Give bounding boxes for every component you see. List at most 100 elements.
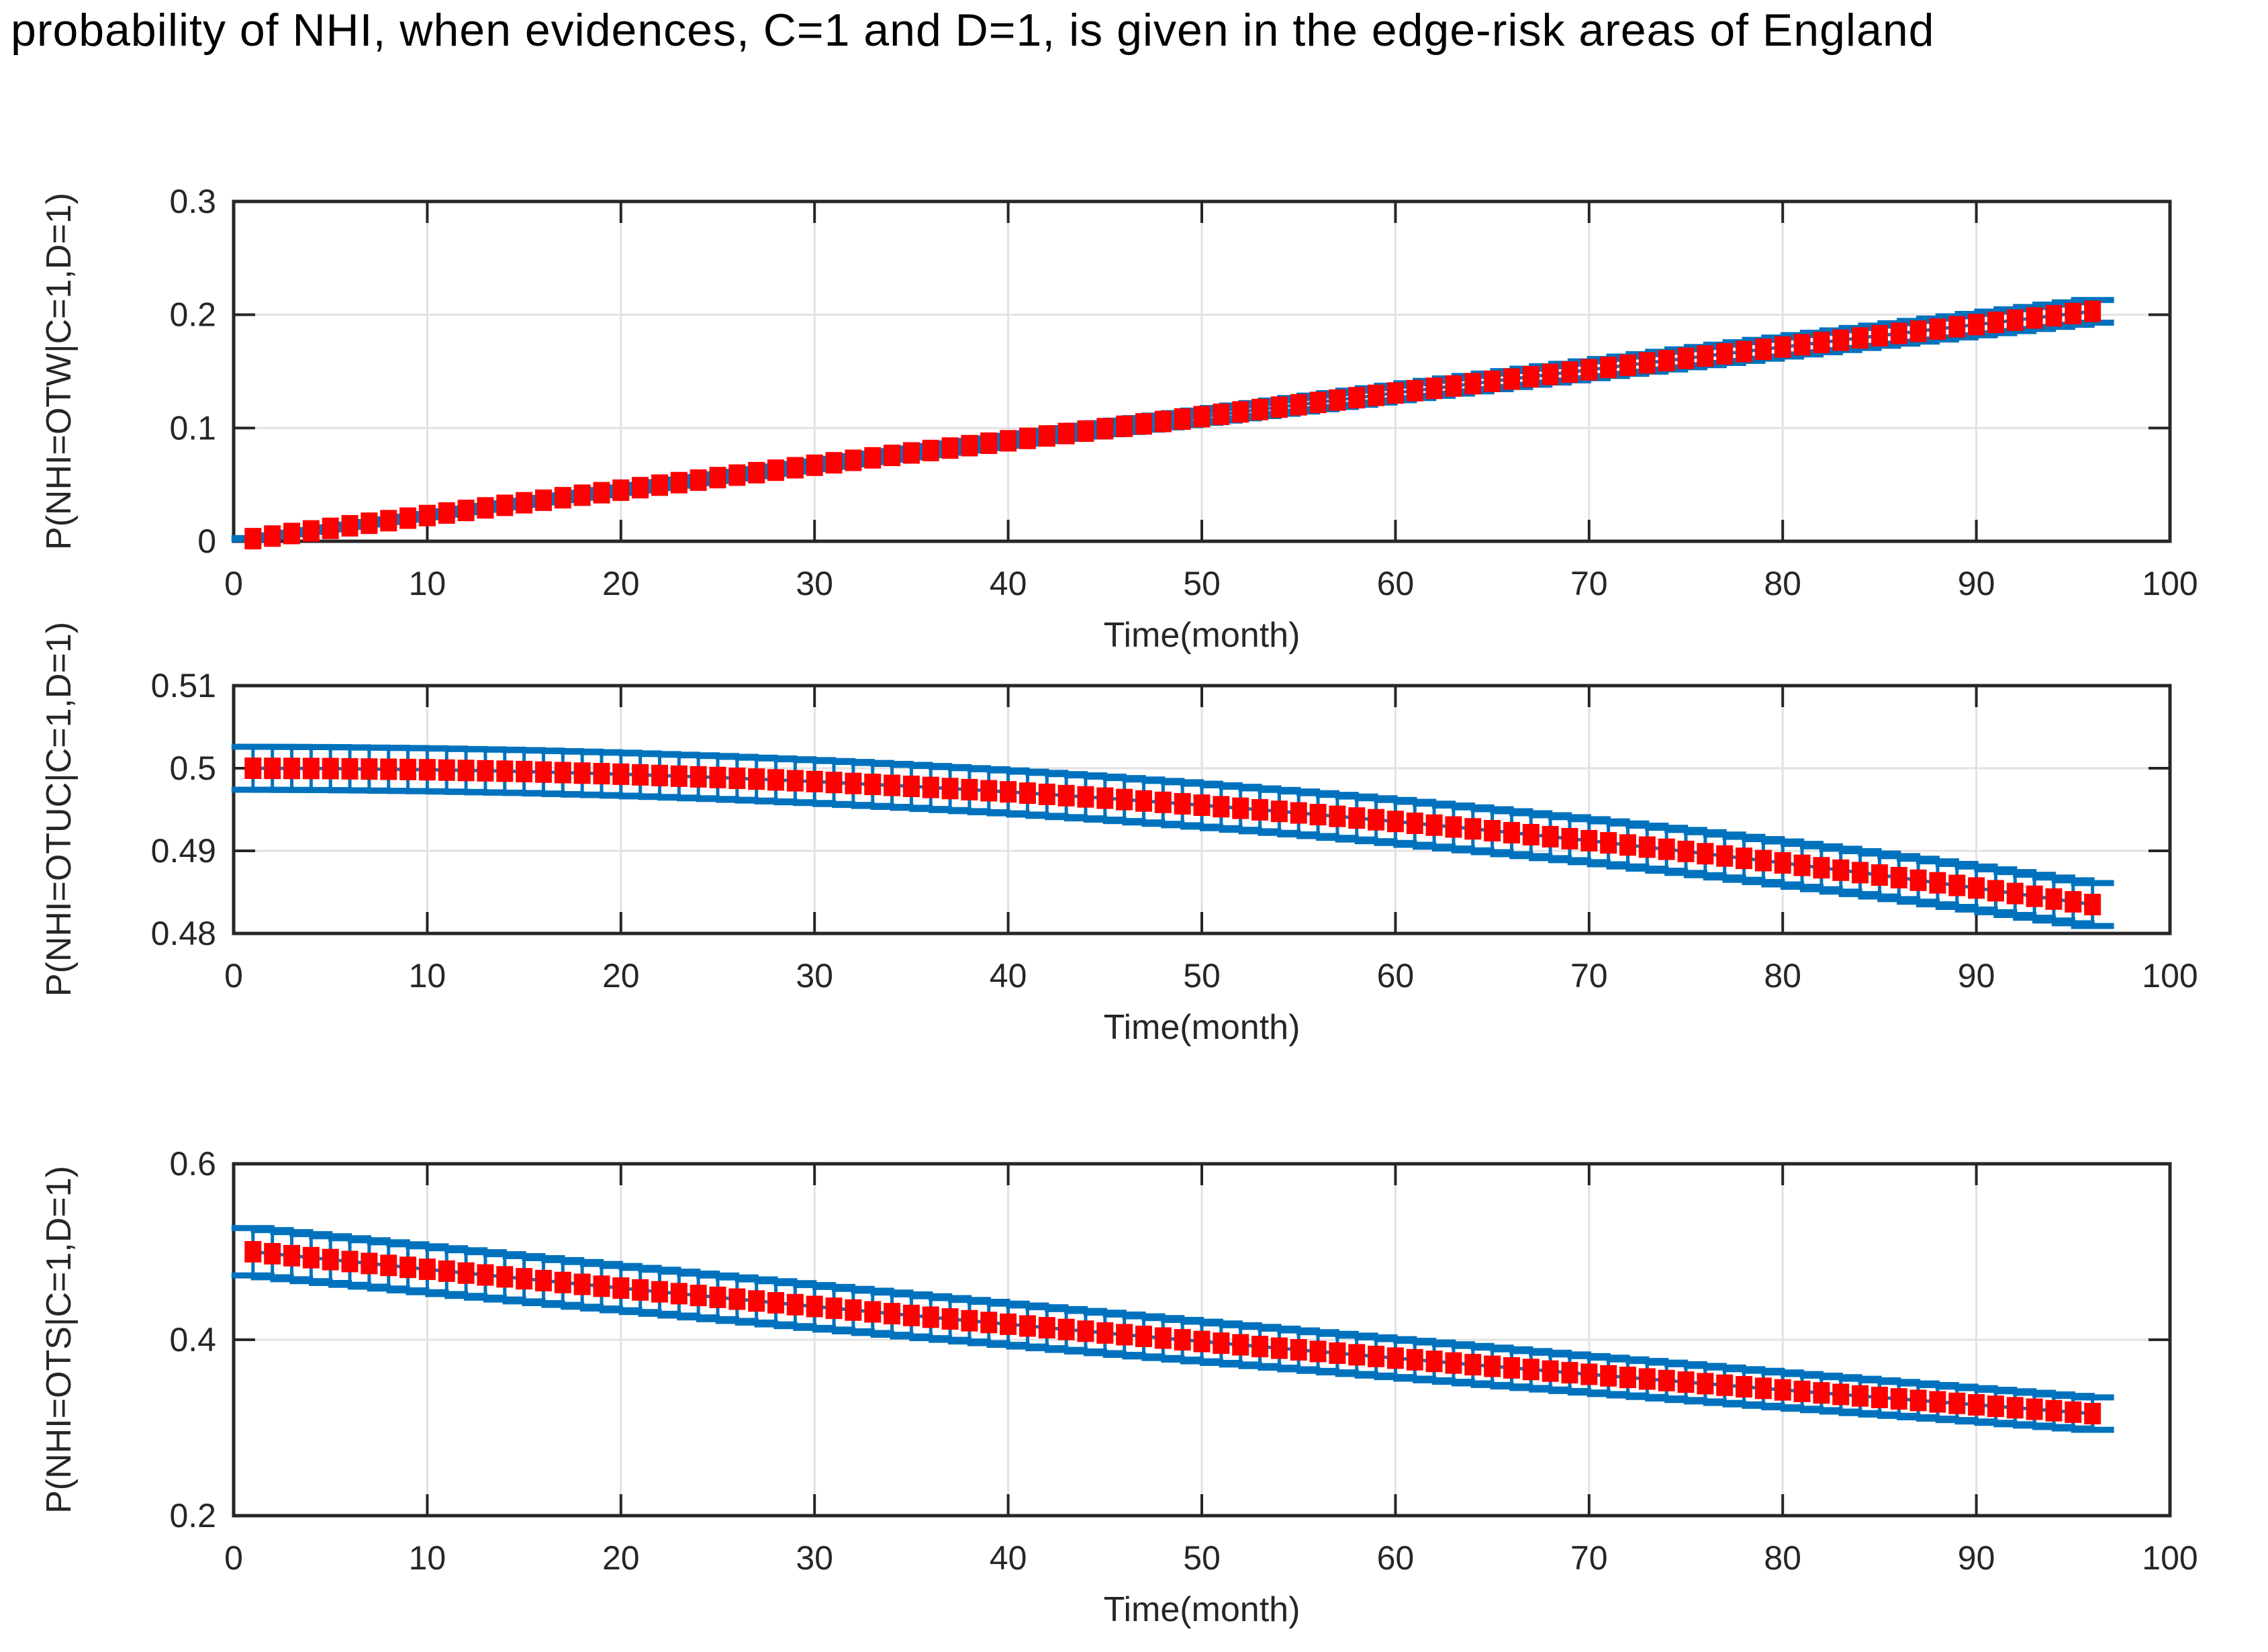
data-marker xyxy=(1000,1313,1017,1335)
data-marker xyxy=(1890,1388,1907,1410)
data-marker xyxy=(825,1297,843,1320)
data-marker xyxy=(1329,805,1346,827)
data-marker xyxy=(941,778,959,800)
tick-label-x: 20 xyxy=(602,1539,640,1577)
data-marker xyxy=(283,522,301,545)
data-marker xyxy=(651,474,668,496)
data-marker xyxy=(884,774,901,796)
data-marker xyxy=(1813,857,1830,879)
data-marker xyxy=(1038,425,1055,447)
data-marker xyxy=(651,1281,668,1303)
data-marker xyxy=(2065,890,2082,913)
data-marker xyxy=(516,492,533,514)
data-marker xyxy=(1484,1355,1501,1377)
data-marker xyxy=(1736,340,1753,363)
data-marker xyxy=(399,758,417,780)
tick-label-y: 0.3 xyxy=(169,183,216,220)
data-marker xyxy=(573,1273,591,1295)
data-marker xyxy=(1716,342,1734,365)
data-marker xyxy=(2084,300,2101,322)
tick-label-x: 40 xyxy=(990,1539,1027,1577)
data-marker xyxy=(1522,365,1540,387)
data-marker xyxy=(361,512,378,535)
data-marker xyxy=(1425,377,1443,400)
data-marker xyxy=(632,1279,649,1301)
tick-label-x: 30 xyxy=(796,1539,833,1577)
data-marker xyxy=(884,1303,901,1325)
data-marker xyxy=(1658,350,1675,372)
data-marker xyxy=(264,525,281,547)
tick-label-x: 90 xyxy=(1958,1539,1995,1577)
data-marker xyxy=(1445,375,1462,397)
data-marker xyxy=(1503,821,1520,843)
data-marker xyxy=(516,1268,533,1290)
data-marker xyxy=(1658,838,1675,860)
data-marker xyxy=(457,1262,475,1284)
data-marker xyxy=(1270,1337,1288,1359)
data-marker xyxy=(1077,420,1094,442)
data-marker xyxy=(418,504,436,526)
data-marker xyxy=(573,762,591,784)
data-marker xyxy=(1368,809,1385,831)
data-marker xyxy=(845,1299,862,1321)
data-marker xyxy=(1522,1359,1540,1381)
data-marker xyxy=(380,510,397,532)
data-marker xyxy=(322,517,339,539)
data-marker xyxy=(1251,1336,1269,1358)
data-marker xyxy=(1754,338,1772,361)
data-marker xyxy=(806,770,823,792)
tick-label-y: 0.48 xyxy=(151,915,216,952)
figure-title: probability of NHI, when evidences, C=1 … xyxy=(11,5,1935,56)
data-marker xyxy=(2065,1401,2082,1423)
tick-label-y: 0 xyxy=(197,522,216,560)
data-marker xyxy=(1386,811,1404,833)
data-marker xyxy=(477,1264,494,1286)
tick-label-x: 50 xyxy=(1183,957,1221,995)
data-marker xyxy=(1968,314,1985,336)
data-marker xyxy=(1193,1330,1211,1352)
tick-label-x: 30 xyxy=(796,565,833,602)
data-marker xyxy=(1193,406,1211,428)
data-marker xyxy=(477,760,494,782)
data-marker xyxy=(1561,827,1578,850)
data-marker xyxy=(1154,1327,1172,1349)
data-marker xyxy=(651,764,668,786)
data-marker xyxy=(1774,336,1791,358)
data-marker xyxy=(1542,1360,1559,1382)
data-marker xyxy=(1251,398,1269,420)
data-marker xyxy=(980,780,998,802)
data-marker xyxy=(1425,1350,1443,1373)
tick-label-x: 60 xyxy=(1377,957,1415,995)
data-marker xyxy=(1600,1365,1617,1387)
data-marker xyxy=(690,1285,707,1307)
tick-label-x: 10 xyxy=(409,1539,446,1577)
data-marker xyxy=(884,445,901,467)
tick-label-x: 80 xyxy=(1764,957,1801,995)
data-marker xyxy=(1968,877,1985,899)
data-marker xyxy=(1638,1368,1656,1390)
data-marker xyxy=(1019,1315,1036,1337)
data-marker xyxy=(438,1260,455,1282)
data-marker xyxy=(1290,394,1307,416)
data-marker xyxy=(1619,834,1636,856)
tick-label-x: 100 xyxy=(2142,1539,2198,1577)
tick-label-y: 0.4 xyxy=(169,1321,216,1359)
data-marker xyxy=(1890,322,1907,345)
data-marker xyxy=(825,772,843,794)
data-marker xyxy=(534,1269,552,1291)
data-marker xyxy=(1116,1324,1133,1346)
tick-label-y: 0.2 xyxy=(169,1497,216,1534)
data-marker xyxy=(1736,847,1753,870)
data-marker xyxy=(593,481,610,504)
data-marker xyxy=(825,452,843,474)
data-marker xyxy=(1232,797,1249,819)
tick-label-x: 20 xyxy=(602,957,640,995)
data-marker xyxy=(1503,368,1520,390)
data-marker xyxy=(2026,307,2043,329)
data-marker xyxy=(980,1312,998,1334)
data-marker xyxy=(1852,1385,1869,1407)
data-marker xyxy=(322,1248,339,1271)
data-marker xyxy=(1503,1357,1520,1379)
data-marker xyxy=(1774,852,1791,874)
data-marker xyxy=(399,507,417,529)
